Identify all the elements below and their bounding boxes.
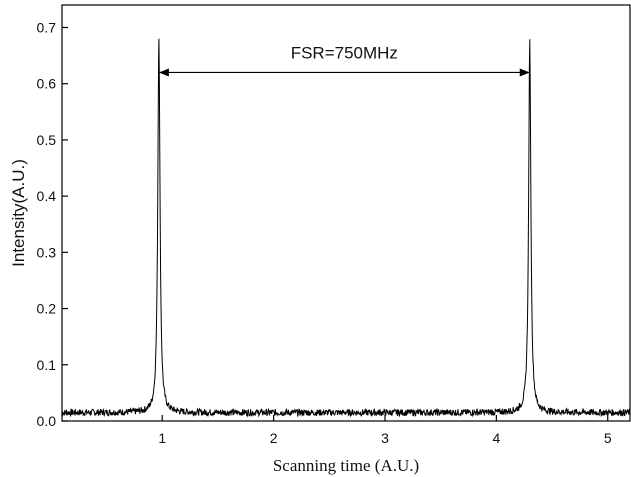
y-tick-label: 0.2 [37, 301, 57, 317]
fsr-annotation: FSR=750MHz [291, 43, 398, 62]
plot-frame [61, 4, 631, 422]
series-line [61, 38, 631, 418]
x-tick-label: 3 [381, 430, 389, 446]
x-tick-label: 5 [604, 430, 612, 446]
y-axis-title: Intensity(A.U.) [9, 159, 28, 267]
x-tick-label: 2 [270, 430, 278, 446]
y-tick-label: 0.4 [37, 188, 57, 204]
arrow-head-left [158, 68, 169, 77]
x-tick-label: 4 [492, 430, 500, 446]
arrow-head-right [519, 68, 530, 77]
y-tick-label: 0.7 [37, 19, 57, 35]
x-axis-title: Scanning time (A.U.) [273, 456, 419, 475]
y-tick-label: 0.1 [37, 357, 57, 373]
x-axis: 1 2 3 4 5 [158, 415, 612, 446]
y-tick-label: 0.3 [37, 244, 57, 260]
y-tick-label: 0.5 [37, 132, 57, 148]
x-tick-label: 1 [158, 430, 166, 446]
fsr-arrow [158, 68, 530, 77]
y-axis: 0.0 0.1 0.2 0.3 0.4 0.5 0.6 0.7 [37, 19, 68, 429]
y-tick-label: 0.6 [37, 76, 57, 92]
y-tick-label: 0.0 [37, 413, 57, 429]
